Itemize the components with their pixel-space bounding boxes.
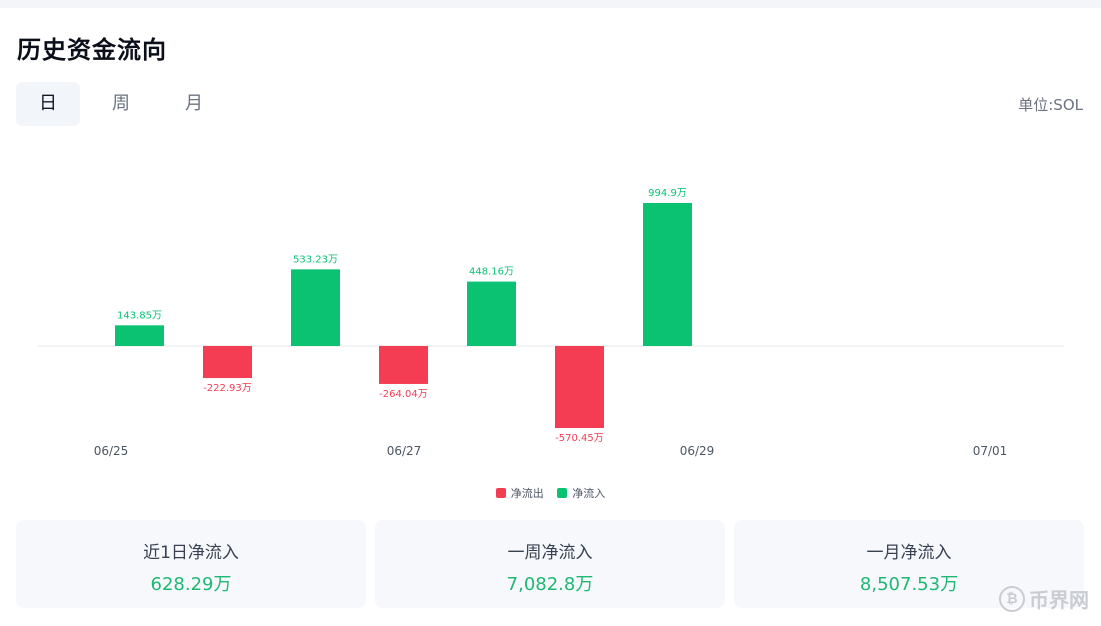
bar-inflow[interactable] bbox=[291, 269, 340, 346]
legend-outflow-label: 净流出 bbox=[510, 487, 544, 500]
summary-card-1d: 近1日净流入 628.29万 bbox=[16, 520, 366, 608]
bar-value-label: -222.93万 bbox=[203, 383, 252, 394]
bar-value-label: 143.85万 bbox=[117, 310, 162, 321]
watermark-text: 币界网 bbox=[1029, 588, 1089, 612]
bar-value-label: -570.45万 bbox=[555, 433, 604, 444]
legend-outflow-swatch bbox=[495, 488, 506, 498]
tab-week[interactable]: 周 bbox=[112, 93, 130, 114]
bar-inflow[interactable] bbox=[467, 281, 516, 346]
fund-flow-chart: 143.85万 -222.93万 533.23万 -264.04万 448.16万 -57… bbox=[37, 188, 1064, 458]
bar-inflow[interactable] bbox=[643, 203, 692, 346]
period-tabs: 日 周 月 bbox=[16, 82, 235, 126]
bar-value-label: 994.9万 bbox=[648, 188, 687, 199]
legend-outflow[interactable]: 净流出 bbox=[495, 485, 544, 501]
top-strip bbox=[0, 0, 1101, 8]
chart-legend: 净流出 净流入 bbox=[0, 485, 1101, 501]
bar-value-label: 448.16万 bbox=[469, 267, 514, 278]
tab-day[interactable]: 日 bbox=[16, 82, 80, 126]
tab-month[interactable]: 月 bbox=[185, 93, 203, 114]
legend-inflow-swatch bbox=[557, 488, 568, 498]
x-tick-label: 06/25 bbox=[94, 444, 129, 458]
x-tick-label: 07/01 bbox=[973, 444, 1008, 458]
summary-value-1d: 628.29万 bbox=[150, 574, 232, 595]
summary-cards: 近1日净流入 628.29万 一周净流入 7,082.8万 一月净流入 8,50… bbox=[16, 520, 1084, 608]
page-title: 历史资金流向 bbox=[17, 36, 167, 64]
legend-inflow-label: 净流入 bbox=[572, 487, 606, 500]
summary-label-week: 一周净流入 bbox=[507, 543, 593, 563]
legend-inflow[interactable]: 净流入 bbox=[557, 485, 605, 501]
bar-outflow[interactable] bbox=[379, 346, 428, 384]
summary-value-week: 7,082.8万 bbox=[506, 574, 594, 595]
summary-label-1d: 近1日净流入 bbox=[143, 543, 239, 563]
bitcoin-icon: ₿ bbox=[999, 585, 1025, 612]
summary-label-month: 一月净流入 bbox=[866, 543, 952, 563]
bar-outflow[interactable] bbox=[203, 346, 252, 379]
bar-inflow[interactable] bbox=[115, 325, 164, 346]
watermark: ₿ 币界网 bbox=[999, 584, 1089, 613]
unit-label: 单位:SOL bbox=[1018, 96, 1083, 114]
bar-outflow[interactable] bbox=[555, 346, 604, 428]
summary-card-month: 一月净流入 8,507.53万 bbox=[734, 520, 1084, 608]
summary-value-month: 8,507.53万 bbox=[859, 574, 959, 595]
bar-value-label: 533.23万 bbox=[293, 254, 338, 265]
bar-value-label: -264.04万 bbox=[379, 389, 428, 400]
x-tick-label: 06/29 bbox=[680, 444, 715, 458]
summary-card-week: 一周净流入 7,082.8万 bbox=[375, 520, 725, 608]
x-tick-label: 06/27 bbox=[387, 444, 422, 458]
